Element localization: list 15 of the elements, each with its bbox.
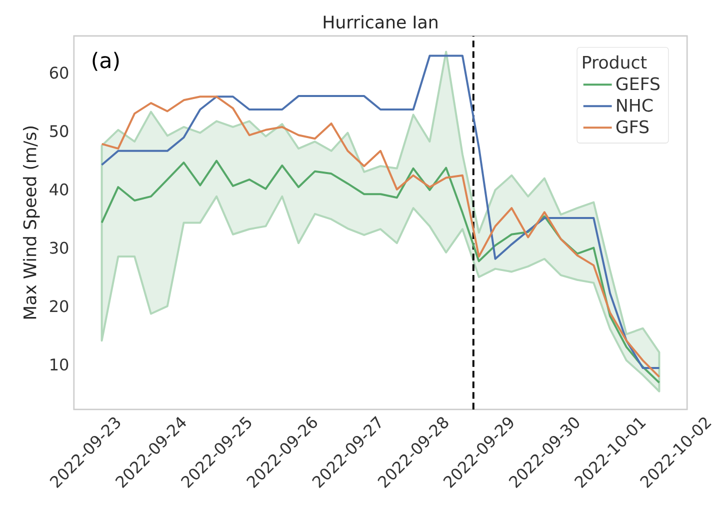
legend-label: GFS: [616, 120, 649, 134]
legend-label: GEFS: [616, 77, 660, 90]
y-tick-label: 40: [50, 183, 68, 196]
y-axis-title: Max Wind Speed (m/s): [22, 126, 40, 318]
line-series: [100, 160, 660, 384]
chart-title: Hurricane Ian: [324, 15, 438, 28]
y-tick-label: 60: [50, 66, 68, 79]
y-tick-label: 20: [50, 300, 68, 312]
legend-title: Product: [583, 55, 647, 69]
y-tick-label: 10: [50, 358, 68, 370]
line-series: [100, 95, 660, 378]
y-tick-label: 50: [50, 124, 68, 137]
legend-label: NHC: [617, 98, 653, 112]
annotation: (a): [92, 52, 119, 71]
y-tick-label: 30: [50, 242, 68, 254]
